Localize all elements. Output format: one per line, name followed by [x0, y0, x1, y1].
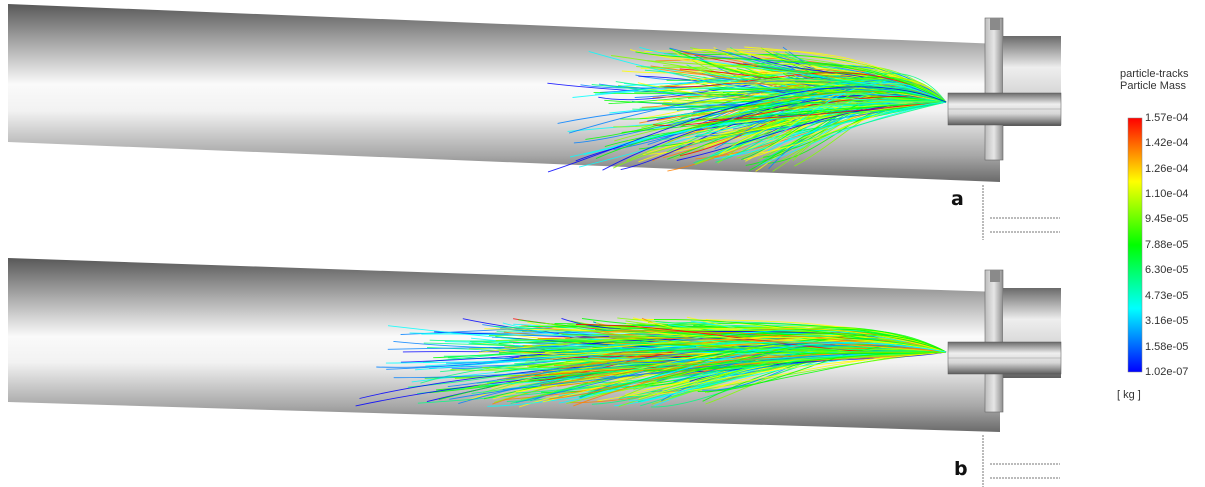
particle-track [749, 69, 947, 103]
panel-b-geometry [8, 258, 1062, 487]
particle-track [772, 51, 947, 103]
particle-track [704, 327, 947, 353]
colorbar-tick: 3.16e-05 [1145, 315, 1189, 327]
flange-a [984, 17, 1004, 161]
colorbar-tick: 1.42e-04 [1145, 137, 1189, 149]
particle-track [567, 323, 947, 353]
colorbar-tick: 1.02e-07 [1145, 366, 1189, 378]
colorbar-tick: 9.45e-05 [1145, 213, 1189, 225]
particle-track [604, 96, 947, 104]
flange-plate-b [990, 270, 1000, 282]
particle-track [665, 101, 947, 148]
particle-track [778, 72, 947, 108]
colorbar-tick: 1.57e-04 [1145, 112, 1189, 124]
particle-track [544, 322, 947, 353]
particle-track [544, 336, 947, 354]
colorbar-tick: 1.26e-04 [1145, 163, 1189, 175]
particle-track [591, 84, 947, 106]
particle-track [780, 101, 947, 148]
particle-track [690, 101, 947, 120]
particle-track [783, 101, 947, 142]
colorbar-tick: 7.88e-05 [1145, 239, 1189, 251]
base-lines-a [982, 185, 1060, 240]
particle-track [770, 81, 947, 103]
particle-track [558, 342, 947, 404]
particle-track [639, 46, 947, 103]
particle-track [697, 344, 947, 392]
particle-track [498, 349, 947, 354]
legend-title: particle-tracks Particle Mass [1120, 68, 1188, 92]
particle-track [570, 351, 947, 365]
particle-track [660, 72, 947, 103]
particle-track [614, 101, 947, 142]
particle-track [759, 64, 947, 103]
panel-label-a: a [951, 188, 964, 210]
particle-tracks-a [547, 46, 947, 173]
particle-track [638, 351, 947, 399]
particle-track [669, 101, 947, 135]
particle-track [588, 50, 947, 103]
particle-tracks-b [355, 316, 947, 408]
particle-track [484, 328, 947, 353]
panel-label-b: b [954, 458, 968, 480]
particle-track [658, 81, 947, 103]
particle-track [607, 329, 947, 353]
particle-track [763, 101, 947, 116]
legend-title-line1: particle-tracks [1120, 68, 1189, 80]
flange-b [984, 269, 1004, 413]
colorbar-tick: 1.10e-04 [1145, 188, 1189, 200]
particle-track [498, 341, 947, 354]
colorbar-tick: 1.58e-05 [1145, 341, 1189, 353]
flange-plate-a [990, 18, 1000, 30]
base-lines-b [982, 435, 1060, 487]
particle-track [547, 86, 947, 173]
particle-track [698, 78, 947, 103]
particle-track [755, 101, 947, 167]
particle-track [677, 333, 947, 353]
particle-track [672, 327, 947, 353]
colorbar [1127, 117, 1143, 373]
particle-track [579, 351, 947, 378]
particle-track [595, 101, 947, 160]
particle-track [707, 85, 947, 130]
panel-a-geometry [8, 4, 1062, 240]
legend-title-line2: Particle Mass [1120, 80, 1187, 92]
colorbar-tick: 6.30e-05 [1145, 264, 1189, 276]
particle-track [661, 99, 947, 108]
colorbar-unit: [ kg ] [1117, 389, 1141, 401]
colorbar-tick: 4.73e-05 [1145, 290, 1189, 302]
particle-track [537, 337, 947, 353]
particle-track [635, 51, 947, 103]
particle-track [600, 330, 947, 353]
